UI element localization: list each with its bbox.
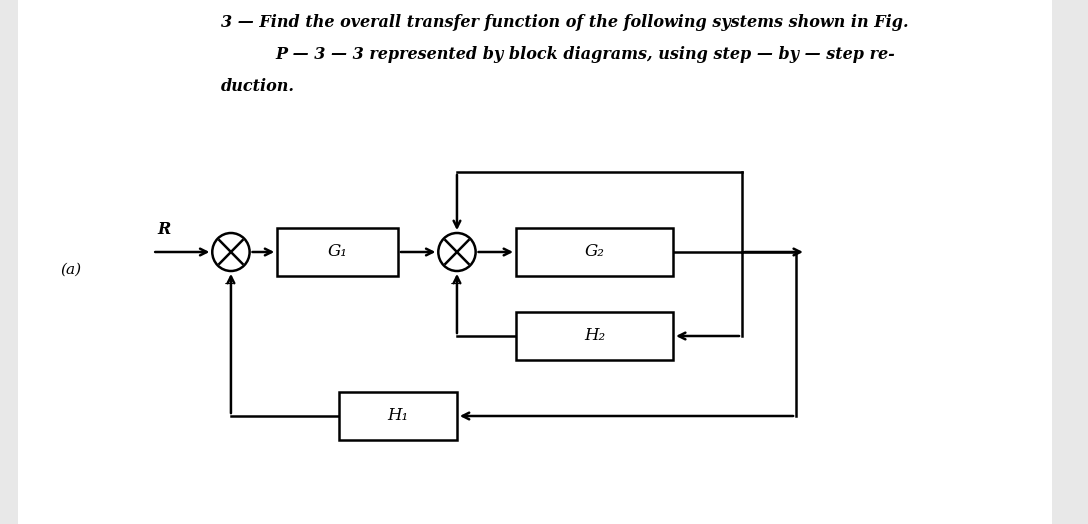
- Text: −: −: [449, 278, 460, 291]
- Text: H₂: H₂: [584, 328, 605, 344]
- Text: G₁: G₁: [327, 244, 347, 260]
- FancyBboxPatch shape: [339, 392, 457, 440]
- Text: (a): (a): [60, 263, 82, 277]
- Text: P — 3 — 3 represented by block diagrams, using step — by — step re-: P — 3 — 3 represented by block diagrams,…: [275, 46, 895, 63]
- Text: 3 — Find the overall transfer function of the following systems shown in Fig.: 3 — Find the overall transfer function o…: [221, 14, 908, 31]
- FancyBboxPatch shape: [17, 0, 1051, 524]
- Text: duction.: duction.: [221, 78, 295, 95]
- FancyBboxPatch shape: [516, 312, 673, 360]
- Text: G₂: G₂: [584, 244, 605, 260]
- Text: −: −: [224, 278, 234, 291]
- FancyBboxPatch shape: [516, 228, 673, 276]
- FancyBboxPatch shape: [277, 228, 398, 276]
- Text: R: R: [158, 221, 171, 238]
- Text: H₁: H₁: [387, 408, 409, 424]
